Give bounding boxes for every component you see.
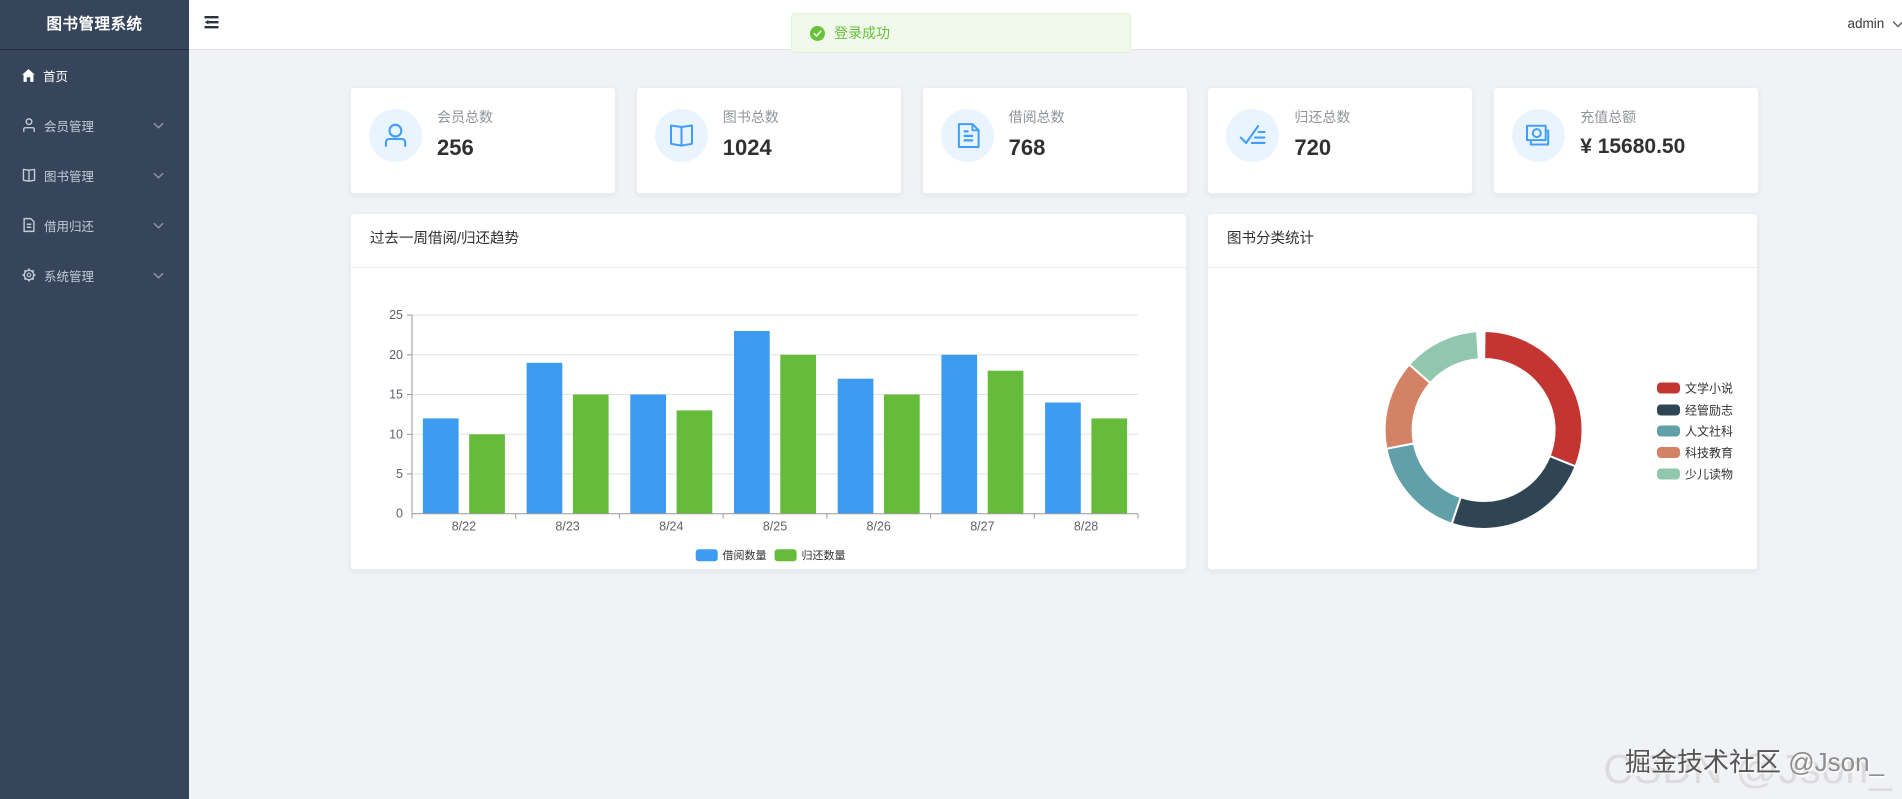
svg-text:科技教育: 科技教育	[1685, 445, 1733, 460]
svg-text:8/23: 8/23	[555, 520, 579, 534]
svg-text:人文社科: 人文社科	[1685, 424, 1733, 439]
svg-text:少儿读物: 少儿读物	[1685, 468, 1733, 482]
svg-text:文学小说: 文学小说	[1685, 381, 1733, 396]
svg-text:8/22: 8/22	[452, 520, 476, 534]
svg-text:借阅数量: 借阅数量	[723, 549, 767, 562]
svg-text:经管励志: 经管励志	[1685, 403, 1733, 418]
svg-text:25: 25	[389, 308, 403, 322]
svg-text:归还数量: 归还数量	[802, 548, 846, 562]
svg-text:8/24: 8/24	[659, 520, 683, 534]
svg-text:0: 0	[396, 507, 403, 521]
svg-text:15: 15	[389, 388, 403, 402]
svg-text:8/26: 8/26	[867, 520, 891, 534]
svg-text:8/27: 8/27	[970, 520, 994, 534]
svg-text:8/28: 8/28	[1074, 520, 1098, 534]
svg-text:5: 5	[396, 467, 403, 481]
svg-text:10: 10	[389, 427, 403, 441]
svg-text:8/25: 8/25	[763, 520, 787, 534]
svg-text:20: 20	[389, 348, 403, 362]
